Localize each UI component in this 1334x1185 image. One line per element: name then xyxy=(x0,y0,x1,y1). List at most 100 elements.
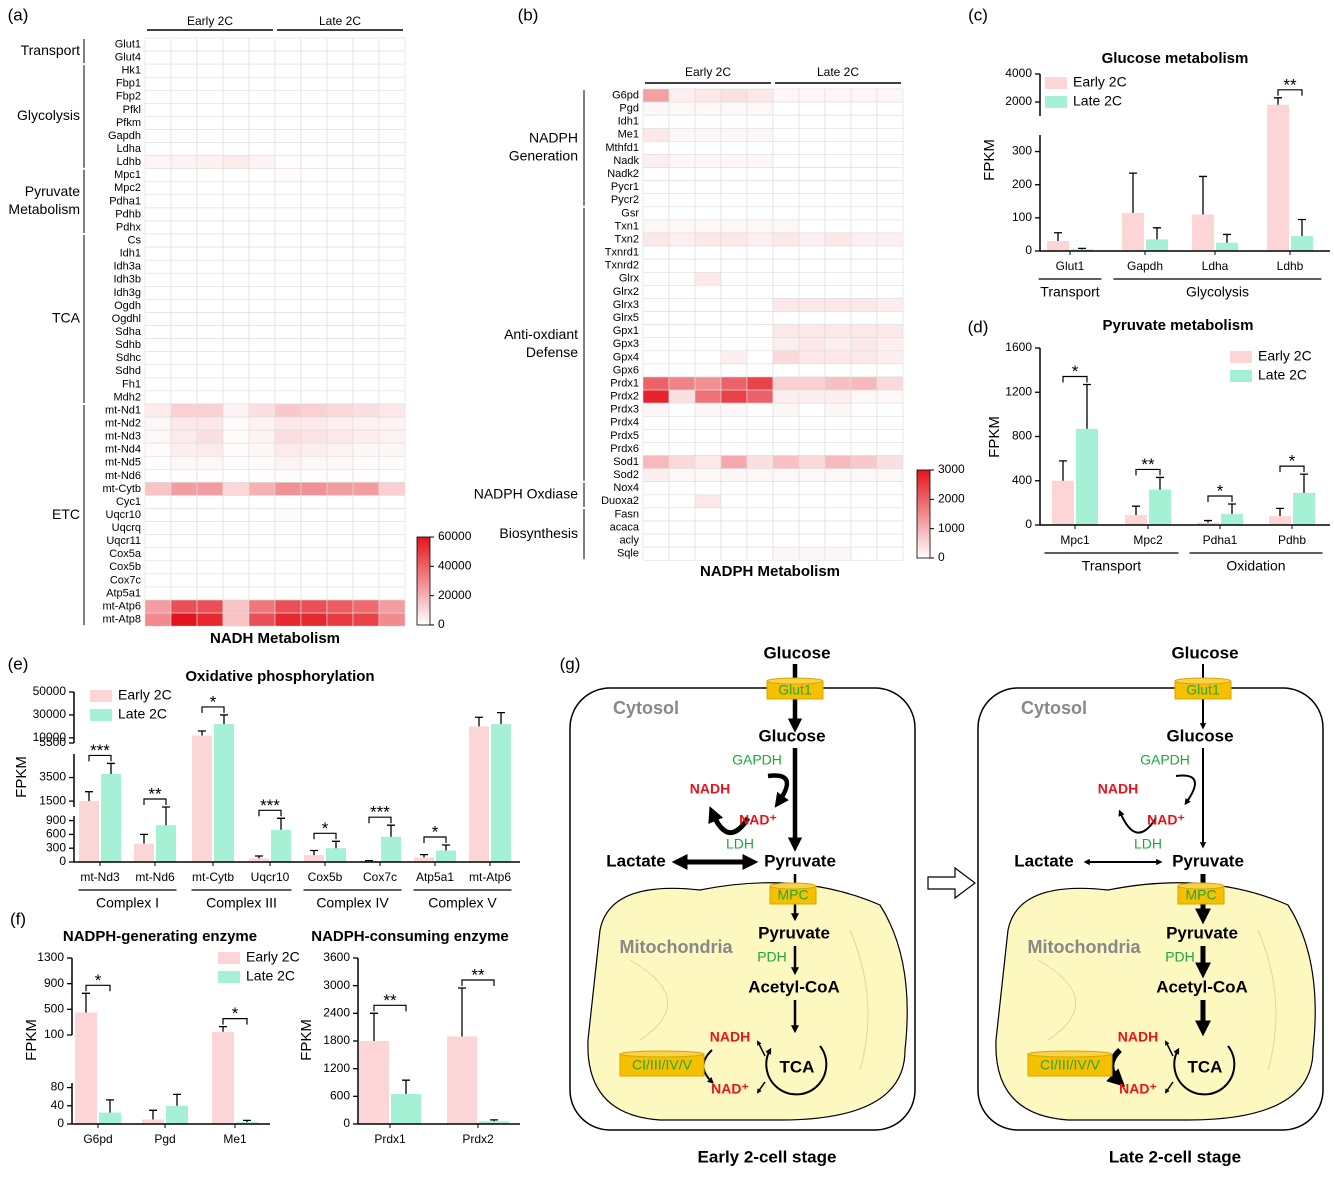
y-tick-label: 0 xyxy=(57,1116,64,1130)
heat-cell xyxy=(746,507,774,522)
heat-cell xyxy=(694,494,722,509)
heat-cell xyxy=(196,207,224,222)
heat-cell xyxy=(720,533,748,548)
heat-cell xyxy=(352,442,380,457)
heat-cell xyxy=(746,298,774,312)
heat-cell xyxy=(876,442,904,456)
heat-cell xyxy=(378,560,406,575)
heat-cell xyxy=(850,193,878,208)
significance-label: ** xyxy=(148,784,162,803)
heat-cell xyxy=(824,324,852,339)
heat-cell xyxy=(144,37,172,52)
heat-cell xyxy=(668,415,696,430)
error-bar xyxy=(1228,503,1236,514)
heat-cell xyxy=(170,299,198,313)
error-bar xyxy=(162,806,170,826)
heat-cell xyxy=(222,50,250,65)
error-bar xyxy=(497,711,505,725)
heat-cell xyxy=(642,415,670,430)
y-tick-label: 900 xyxy=(44,976,64,990)
heat-cell xyxy=(196,599,224,614)
heat-cell xyxy=(300,482,328,496)
significance-bracket xyxy=(423,836,447,843)
heat-cell xyxy=(170,560,198,575)
heat-cell xyxy=(326,272,354,287)
heat-cell xyxy=(352,129,380,143)
heat-cell xyxy=(300,534,328,549)
heat-cell xyxy=(850,481,878,496)
group-label: Metabolism xyxy=(8,201,80,217)
heat-cell xyxy=(668,442,696,456)
heat-cell xyxy=(378,495,406,509)
heat-cell xyxy=(824,415,852,430)
heat-cell xyxy=(300,416,328,431)
row-label: Mdh2 xyxy=(113,391,141,403)
heat-cell xyxy=(326,259,354,274)
heat-cell xyxy=(746,389,774,404)
heat-cell xyxy=(642,206,670,221)
heat-cell xyxy=(144,63,172,78)
heat-cell xyxy=(798,455,826,469)
heat-cell xyxy=(144,377,172,392)
row-label: mt-Nd4 xyxy=(105,444,141,456)
heat-cell xyxy=(170,351,198,366)
heat-cell xyxy=(300,246,328,261)
heat-cell xyxy=(326,482,354,496)
error-bar xyxy=(1274,97,1282,105)
y-axis-label: FPKM xyxy=(298,1019,315,1061)
heat-cell xyxy=(144,259,172,274)
heat-cell xyxy=(850,127,878,142)
heat-cell xyxy=(378,142,406,156)
heat-cell xyxy=(876,88,904,103)
heat-cell xyxy=(300,233,328,248)
colorbar-tick-label: 60000 xyxy=(438,529,472,543)
heat-cell xyxy=(196,455,224,470)
acetyl-label: Acetyl-CoA xyxy=(1156,977,1248,996)
heat-cell xyxy=(144,351,172,366)
heat-cell xyxy=(352,155,380,170)
heat-cell xyxy=(876,245,904,260)
heat-cell xyxy=(196,403,224,418)
heat-cell xyxy=(850,180,878,195)
heat-cell xyxy=(274,37,302,52)
heat-cell xyxy=(222,521,250,535)
heat-cell xyxy=(694,219,722,234)
heat-cell xyxy=(720,442,748,456)
heat-cell xyxy=(876,154,904,168)
y-tick-label: 300 xyxy=(46,840,66,854)
heat-cell xyxy=(300,207,328,222)
heat-cell xyxy=(170,168,198,183)
significance-bracket xyxy=(313,832,337,840)
heat-cell xyxy=(326,246,354,261)
heat-cell xyxy=(248,416,276,431)
heat-cell xyxy=(170,50,198,65)
heat-cell xyxy=(300,299,328,313)
heat-cell xyxy=(720,520,748,535)
heat-cell xyxy=(746,350,774,365)
heat-cell xyxy=(694,245,722,260)
legend-label: Early 2C xyxy=(246,949,300,965)
y-tick-label: 0 xyxy=(59,854,66,868)
heat-cell xyxy=(352,325,380,339)
row-label: Sdhb xyxy=(115,339,141,351)
heat-cell xyxy=(694,180,722,195)
colorbar xyxy=(416,536,431,626)
heat-cell xyxy=(772,533,800,548)
heat-cell xyxy=(378,272,406,287)
heat-cell xyxy=(170,469,198,483)
heat-cell xyxy=(222,599,250,614)
row-label: Pdhx xyxy=(116,221,142,233)
heat-cell xyxy=(196,76,224,91)
heat-cell xyxy=(326,76,354,91)
heat-cell xyxy=(746,180,774,195)
x-tick-label: Cox5b xyxy=(308,870,343,884)
heat-cell xyxy=(144,612,172,627)
error-bar xyxy=(107,762,115,775)
heat-cell xyxy=(326,573,354,588)
y-tick-label: 500 xyxy=(44,1002,64,1016)
heat-cell xyxy=(248,89,276,104)
heat-cell xyxy=(248,351,276,366)
heat-cell xyxy=(378,508,406,522)
bar xyxy=(271,829,291,862)
significance-label: * xyxy=(1072,362,1079,381)
